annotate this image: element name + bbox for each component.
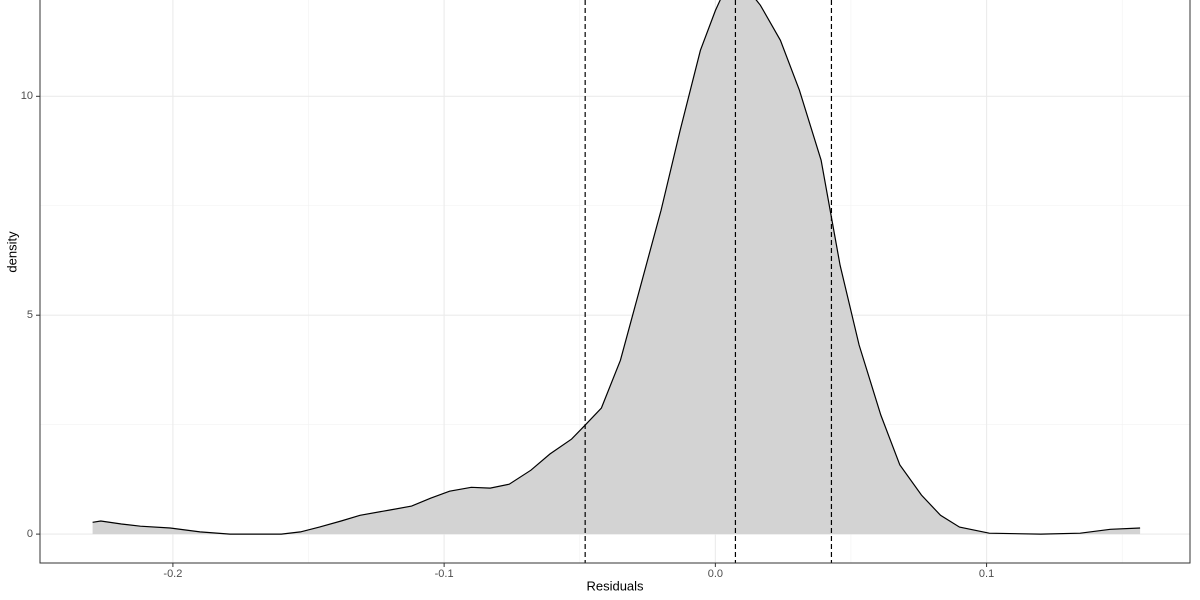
x-tick-label: -0.1 bbox=[435, 568, 454, 580]
density-line bbox=[92, 0, 1141, 535]
density-area bbox=[92, 0, 1141, 535]
panel-border bbox=[39, 0, 1191, 564]
x-axis-label: Residuals bbox=[586, 578, 644, 593]
x-tick-label: -0.2 bbox=[163, 568, 182, 580]
y-tick-label: 10 bbox=[21, 90, 33, 102]
plot-area bbox=[92, 0, 1141, 563]
y-tick-label: 5 bbox=[27, 309, 33, 321]
x-tick-label: 0.1 bbox=[979, 568, 994, 580]
x-tick-label: 0.0 bbox=[708, 568, 723, 580]
y-tick-label: 0 bbox=[27, 528, 33, 540]
y-axis-label: density bbox=[4, 231, 19, 273]
